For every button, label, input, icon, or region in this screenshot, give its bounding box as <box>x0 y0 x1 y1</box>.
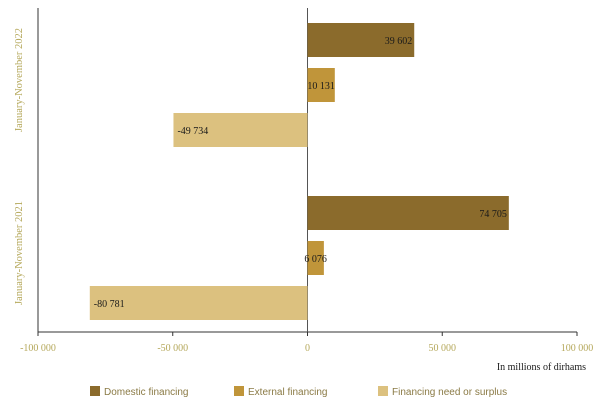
legend: Domestic financing External financing Fina… <box>90 386 507 398</box>
x-tick-label: -50 000 <box>157 343 188 354</box>
legend-swatch <box>234 386 244 396</box>
category-label: January-November 2021 <box>14 201 25 305</box>
x-tick-label: 50 000 <box>429 343 457 354</box>
bar <box>89 286 308 320</box>
legend-swatch <box>378 386 388 396</box>
data-label: 39 602 <box>385 36 413 47</box>
legend-item: Domestic financing <box>90 386 188 398</box>
bar <box>307 196 509 230</box>
category-label: January-November 2022 <box>14 28 25 132</box>
legend-label: Financing need or surplus <box>392 387 507 398</box>
data-label: -49 734 <box>177 126 208 137</box>
category-labels: January-November 2022 January-November 20… <box>14 28 25 305</box>
x-tick-label: 100 000 <box>561 343 594 354</box>
bar <box>307 23 415 57</box>
bar <box>307 68 335 102</box>
data-label: 6 076 <box>304 254 327 265</box>
legend-item: Financing need or surplus <box>378 386 507 398</box>
bar <box>173 113 308 147</box>
x-axis-ticks: -100 000 -50 000 0 50 000 100 000 <box>20 332 593 354</box>
x-tick-label: -100 000 <box>20 343 56 354</box>
data-label: 10 131 <box>307 81 335 92</box>
legend-item: External financing <box>234 386 328 398</box>
data-label: 74 705 <box>479 209 507 220</box>
bars <box>89 23 509 320</box>
legend-label: External financing <box>248 387 328 398</box>
x-axis-title: In millions of dirhams <box>497 362 586 373</box>
legend-swatch <box>90 386 100 396</box>
bar <box>307 241 324 275</box>
data-labels: 39 602 10 131 -49 734 74 705 6 076 -80 781 <box>94 36 507 310</box>
x-tick-label: 0 <box>305 343 310 354</box>
legend-label: Domestic financing <box>104 387 188 398</box>
data-label: -80 781 <box>94 299 125 310</box>
